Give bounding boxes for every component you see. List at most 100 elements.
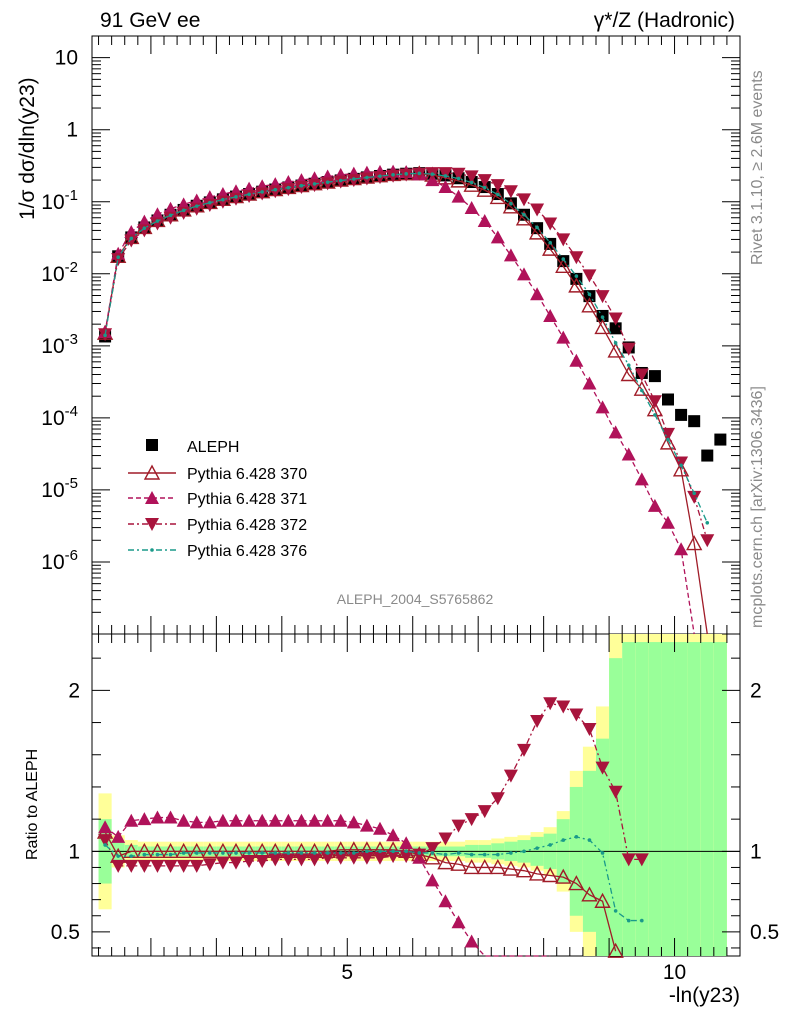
- point-pythia-6-428-371: [438, 180, 453, 194]
- ratio-point-pythia-6-428-372: [294, 853, 309, 867]
- point-pythia-6-428-370: [528, 224, 546, 240]
- ratio-point-pythia-6-428-372: [229, 856, 243, 870]
- point-pythia-6-428-372: [490, 179, 505, 193]
- ratio-point-pythia-6-428-376: [404, 849, 408, 854]
- legend-marker-376: [150, 548, 154, 552]
- ratio-point-pythia-6-428-372: [111, 859, 126, 873]
- ratio-point-pythia-6-428-372: [608, 785, 623, 799]
- point-pythia-6-428-372: [621, 342, 636, 356]
- point-pythia-6-428-376: [456, 176, 461, 181]
- ratio-point-pythia-6-428-376: [338, 851, 343, 855]
- ratio-point-pythia-6-428-372: [399, 850, 414, 864]
- ratio-y-tick-label-right: 2: [750, 679, 762, 702]
- ratio-point-pythia-6-428-371: [215, 813, 230, 827]
- ratio-line-pythia-6-428-376: [104, 836, 642, 922]
- ratio-point-pythia-6-428-376: [482, 852, 487, 857]
- legend-marker-372: [145, 518, 159, 531]
- point-pythia-6-428-376: [312, 182, 317, 186]
- band-green: [609, 658, 623, 956]
- point-pythia-6-428-376: [247, 192, 251, 197]
- point-pythia-6-428-372: [242, 190, 257, 204]
- ratio-point-pythia-6-428-370: [581, 886, 598, 902]
- ratio-point-pythia-6-428-372: [451, 819, 466, 833]
- ratio-point-pythia-6-428-370: [528, 865, 546, 881]
- point-pythia-6-428-372: [268, 185, 283, 199]
- point-pythia-6-428-376: [378, 174, 382, 178]
- point-pythia-6-428-376: [338, 178, 343, 183]
- point-pythia-6-428-370: [607, 342, 624, 358]
- ratio-point-pythia-6-428-376: [286, 851, 291, 855]
- ratio-point-pythia-6-428-370: [594, 892, 611, 908]
- point-pythia-6-428-372: [517, 193, 531, 207]
- ratio-line-pythia-6-428-372: [104, 702, 642, 867]
- point-pythia-6-428-370: [542, 240, 559, 256]
- ratio-point-pythia-6-428-372: [242, 855, 257, 869]
- point-pythia-6-428-372: [556, 233, 571, 247]
- point-pythia-6-428-376: [129, 236, 134, 241]
- point-pythia-6-428-371: [621, 447, 636, 461]
- ratio-line-pythia-6-428-370: [104, 831, 617, 952]
- ratio-point-pythia-6-428-376: [142, 852, 147, 857]
- point-pythia-6-428-372: [451, 167, 466, 181]
- ratio-point-pythia-6-428-372: [595, 761, 610, 775]
- point-pythia-6-428-371: [582, 376, 597, 390]
- ratio-point-pythia-6-428-372: [556, 700, 571, 714]
- main-y-tick-label: 10-6: [41, 547, 78, 574]
- point-aleph: [675, 408, 688, 421]
- ratio-point-pythia-6-428-376: [260, 851, 264, 855]
- point-aleph: [701, 449, 714, 462]
- ratio-point-pythia-6-428-371: [137, 812, 152, 826]
- ratio-point-pythia-6-428-370: [136, 842, 153, 859]
- ratio-point-pythia-6-428-376: [325, 851, 330, 855]
- point-pythia-6-428-372: [255, 187, 270, 201]
- ratio-point-pythia-6-428-376: [129, 854, 134, 858]
- ratio-point-pythia-6-428-376: [234, 851, 238, 855]
- ratio-point-pythia-6-428-376: [509, 851, 513, 855]
- point-pythia-6-428-372: [503, 185, 518, 199]
- ratio-point-pythia-6-428-372: [176, 859, 191, 873]
- ratio-point-pythia-6-428-372: [359, 851, 374, 865]
- point-pythia-6-428-376: [194, 204, 199, 208]
- point-pythia-6-428-376: [469, 180, 474, 185]
- point-pythia-6-428-372: [163, 211, 178, 225]
- ratio-y-axis-title: Ratio to ALEPH: [24, 749, 41, 860]
- legend-marker-371: [145, 491, 159, 504]
- point-pythia-6-428-376: [116, 255, 120, 260]
- ratio-point-pythia-6-428-371: [464, 934, 479, 948]
- ratio-point-pythia-6-428-370: [162, 842, 179, 859]
- band-green: [674, 642, 688, 956]
- band-green: [661, 642, 675, 956]
- ratio-point-pythia-6-428-372: [477, 805, 492, 819]
- legend-marker-aleph: [146, 439, 158, 451]
- point-pythia-6-428-372: [477, 174, 492, 188]
- side-text-mcplots: mcplots.cern.ch [arXiv:1306.3436]: [749, 386, 766, 628]
- point-pythia-6-428-372: [189, 202, 204, 216]
- legend-label-371: Pythia 6.428 371: [187, 491, 307, 508]
- point-pythia-6-428-372: [582, 269, 597, 283]
- band-green: [700, 642, 714, 956]
- point-pythia-6-428-376: [482, 185, 487, 190]
- point-pythia-6-428-376: [234, 195, 238, 199]
- ratio-point-pythia-6-428-372: [268, 853, 283, 867]
- point-pythia-6-428-376: [522, 212, 526, 217]
- point-pythia-6-428-371: [137, 214, 152, 228]
- point-aleph: [714, 433, 727, 446]
- point-pythia-6-428-372: [661, 427, 675, 441]
- point-pythia-6-428-372: [674, 456, 689, 470]
- point-pythia-6-428-371: [674, 542, 689, 556]
- point-pythia-6-428-372: [608, 312, 623, 326]
- ratio-point-pythia-6-428-371: [425, 873, 440, 887]
- ratio-point-pythia-6-428-371: [451, 915, 466, 929]
- point-aleph: [662, 393, 674, 406]
- point-pythia-6-428-376: [142, 226, 147, 230]
- ratio-point-pythia-6-428-372: [490, 792, 505, 806]
- ratio-point-pythia-6-428-372: [412, 848, 427, 862]
- point-pythia-6-428-371: [464, 200, 479, 214]
- ratio-point-pythia-6-428-371: [268, 813, 283, 827]
- point-pythia-6-428-376: [273, 187, 278, 192]
- point-pythia-6-428-376: [443, 174, 448, 178]
- point-pythia-6-428-371: [517, 267, 531, 281]
- point-pythia-6-428-376: [168, 213, 173, 218]
- main-y-tick-label: 10-1: [41, 187, 78, 214]
- point-pythia-6-428-376: [365, 175, 369, 180]
